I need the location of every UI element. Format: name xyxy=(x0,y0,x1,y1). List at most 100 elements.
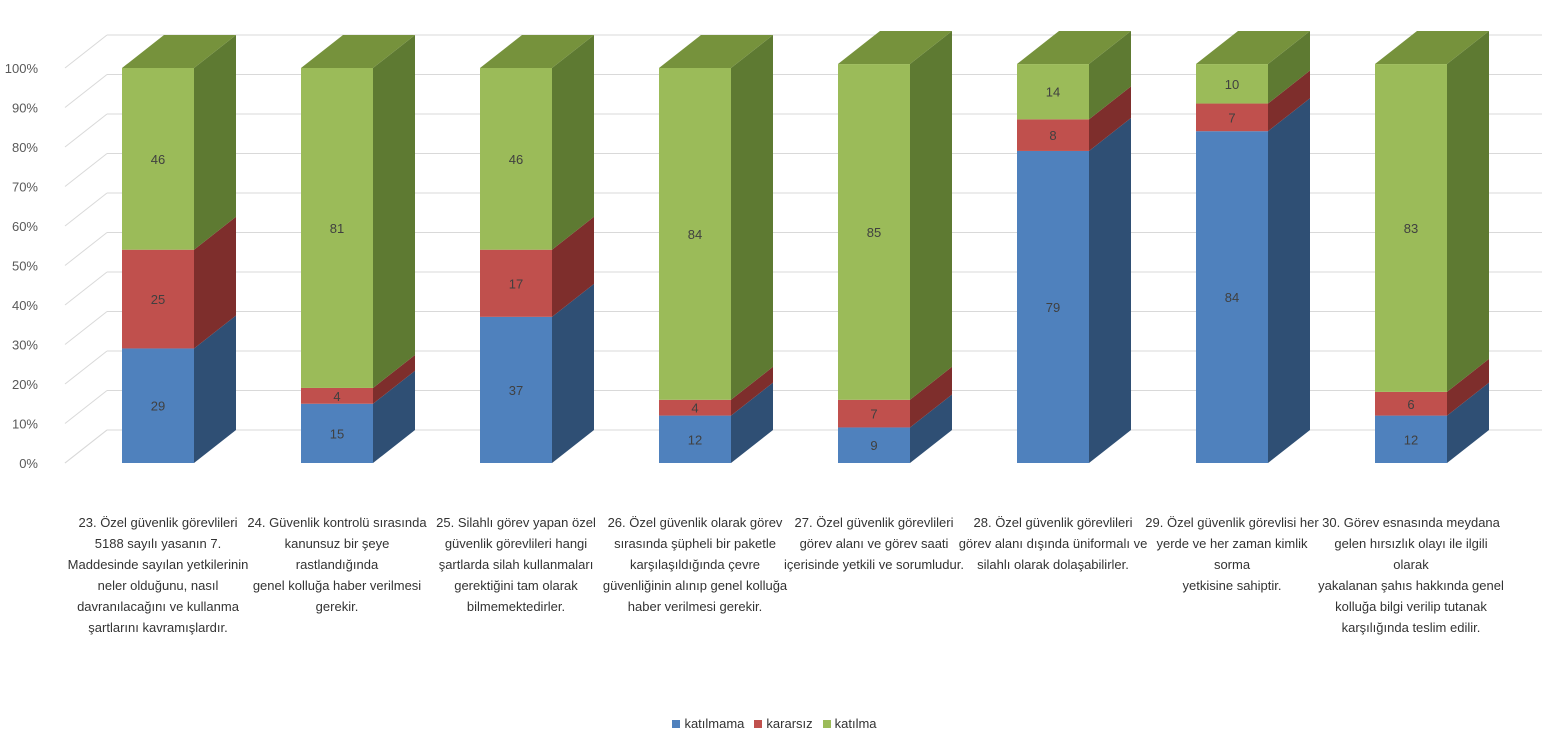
data-label: 84 xyxy=(688,227,702,242)
bar-segment xyxy=(480,316,552,463)
data-label: 79 xyxy=(1046,300,1060,315)
bar-segment xyxy=(838,427,910,463)
bar-top xyxy=(1375,31,1489,65)
bar-segment xyxy=(122,68,194,250)
bar-segment xyxy=(1017,150,1089,463)
y-tick-label: 30% xyxy=(12,338,38,353)
side-wall-line xyxy=(64,271,108,306)
category-label: 30. Görev esnasında meydana gelen hırsızl… xyxy=(1316,512,1506,638)
bar-segment xyxy=(1196,64,1268,104)
y-tick-label: 40% xyxy=(12,298,38,313)
side-wall-line xyxy=(64,74,108,108)
category-label-line: bilmemektedirler. xyxy=(466,599,566,614)
bar-segment-side xyxy=(1268,70,1310,132)
category-label-line: neler olduğunu, nasıl xyxy=(97,578,219,593)
category-label-line: haber verilmesi gerekir. xyxy=(627,599,763,614)
category-label: 24. Güvenlik kontrolü sırasında kanunsuz … xyxy=(242,512,432,617)
bar-top xyxy=(1017,31,1131,65)
bar-segment xyxy=(1375,64,1447,392)
legend-swatch xyxy=(822,720,831,728)
bar-segment-side xyxy=(1268,31,1310,104)
bar-segment xyxy=(1196,131,1268,463)
bar-segment-side xyxy=(910,366,952,428)
bar-segment-side xyxy=(1447,358,1489,416)
category-label-line: gerekir. xyxy=(315,599,359,614)
bar-segment-side xyxy=(552,35,594,250)
bar-segment xyxy=(659,68,731,400)
data-label: 29 xyxy=(151,399,165,414)
data-label: 15 xyxy=(330,426,344,441)
category-label: 27. Özel güvenlik görevlileri görev alanı… xyxy=(779,512,969,575)
legend-label: katılmama xyxy=(684,716,745,731)
side-wall-line xyxy=(64,350,108,385)
category-label-line: şartlarda silah kullanmaları xyxy=(438,557,594,572)
category-label-line: görev alanı ve görev saati xyxy=(799,536,949,551)
data-label: 4 xyxy=(333,389,340,404)
bar-segment xyxy=(480,249,552,317)
bar-segment-side xyxy=(1089,31,1131,120)
y-tick-label: 0% xyxy=(19,456,38,471)
bar-segment-side xyxy=(1268,98,1310,463)
side-wall-line xyxy=(64,232,108,266)
category-label: 28. Özel güvenlik görevlileri görev alanı… xyxy=(958,512,1148,575)
legend-item: kararsız xyxy=(754,716,813,731)
category-label-line: gelen hırsızlık olayı ile ilgili olarak xyxy=(1334,536,1488,572)
category-label-line: gerektiğini tam olarak xyxy=(454,578,578,593)
y-tick-label: 20% xyxy=(12,377,38,392)
data-label: 12 xyxy=(1404,432,1418,447)
category-label-line: 23. Özel güvenlik görevlileri xyxy=(78,515,238,530)
bar-top xyxy=(838,31,952,65)
category-label-line: 5188 sayılı yasanın 7. xyxy=(94,536,222,551)
category-label-line: 29. Özel güvenlik görevlisi her xyxy=(1145,515,1319,530)
category-label-line: yakalanan şahıs hakkında genel xyxy=(1318,578,1504,593)
data-label: 4 xyxy=(691,401,698,416)
bar-segment-side xyxy=(373,370,415,463)
bar-top xyxy=(480,35,594,68)
category-label: 26. Özel güvenlik olarak görev sırasında … xyxy=(600,512,790,617)
bar-segment-side xyxy=(910,31,952,400)
category-label-line: yetkisine sahiptir. xyxy=(1182,578,1282,593)
category-label-line: 27. Özel güvenlik görevlileri xyxy=(794,515,954,530)
bar-segment xyxy=(659,399,731,416)
data-label: 14 xyxy=(1046,85,1060,100)
data-label: 12 xyxy=(688,432,702,447)
bar-segment xyxy=(838,399,910,428)
floor-edge xyxy=(64,429,108,464)
data-label: 9 xyxy=(870,438,877,453)
data-label: 7 xyxy=(870,407,877,422)
y-tick-label: 90% xyxy=(12,101,38,116)
category-label: 23. Özel güvenlik görevlileri 5188 sayılı… xyxy=(63,512,253,638)
bar-top xyxy=(301,35,415,68)
bar-segment-side xyxy=(373,35,415,388)
category-label-line: silahlı olarak dolaşabilirler. xyxy=(977,557,1129,572)
category-label-line: kolluğa bilgi verilip tutanak xyxy=(1335,599,1487,614)
category-label-line: Maddesinde sayılan yetkilerinin xyxy=(67,557,249,572)
data-label: 83 xyxy=(1404,221,1418,236)
legend-swatch xyxy=(672,720,681,728)
data-label: 85 xyxy=(867,225,881,240)
bar-segment xyxy=(1375,391,1447,416)
legend-label: katılma xyxy=(834,716,877,731)
category-label: 25. Silahlı görev yapan özel güvenlik gör… xyxy=(421,512,611,617)
bar-segment xyxy=(1017,119,1089,151)
bar-top xyxy=(1196,31,1310,65)
chart-plot: 0%10%20%30%40%50%60%70%80%90%100%2925461… xyxy=(5,31,1542,471)
legend-item: katılma xyxy=(822,716,877,731)
data-label: 37 xyxy=(509,383,523,398)
category-label-line: 30. Görev esnasında meydana xyxy=(1322,515,1500,530)
data-label: 10 xyxy=(1225,77,1239,92)
bar-segment xyxy=(301,387,373,404)
category-label-line: güvenliğinin alınıp genel kolluğa xyxy=(602,578,788,593)
bar-segment xyxy=(301,403,373,463)
bar-segment-side xyxy=(194,216,236,349)
bar-segment xyxy=(659,415,731,463)
category-label-line: içerisinde yetkili ve sorumludur. xyxy=(784,557,964,572)
bar-segment-side xyxy=(731,382,773,463)
bar-segment xyxy=(122,249,194,349)
bar-segment-side xyxy=(552,216,594,317)
bar-segment-side xyxy=(1089,86,1131,151)
category-label-line: güvenlik görevlileri hangi xyxy=(444,536,588,551)
category-label-line: sırasında şüpheli bir paketle xyxy=(614,536,776,551)
bar-segment-side xyxy=(1447,31,1489,392)
